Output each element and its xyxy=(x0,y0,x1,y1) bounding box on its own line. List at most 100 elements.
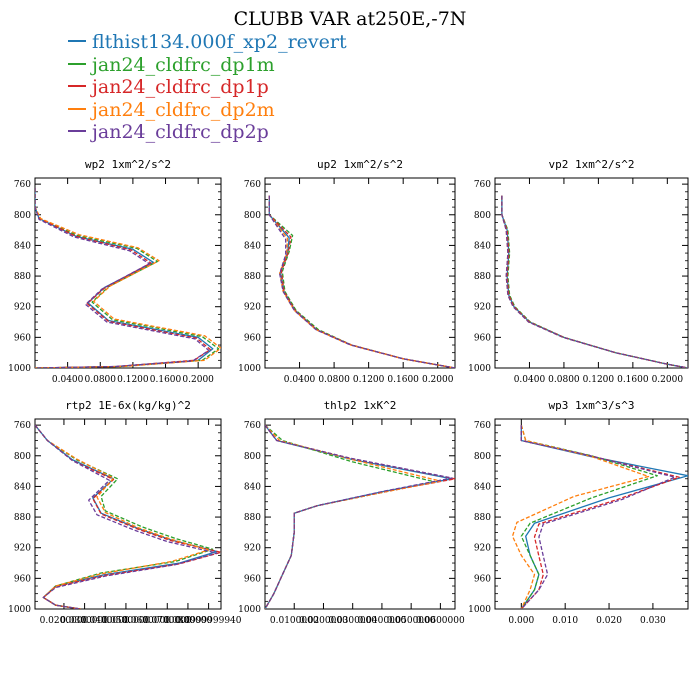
y-tick-label: 840 xyxy=(244,241,261,251)
panel-title: thlp2 1xK^2 xyxy=(324,399,397,412)
x-tick-label: 0.010 xyxy=(552,616,578,626)
x-tick-label: 0.1600 xyxy=(387,375,419,385)
x-tick-label: 0.000 xyxy=(508,616,534,626)
panel-title: wp2 1xm^2/s^2 xyxy=(85,158,171,171)
series-line-jan24_cldfrc_dp2p xyxy=(35,188,210,368)
y-tick-label: 960 xyxy=(244,574,261,584)
series-line-jan24_cldfrc_dp2p xyxy=(265,424,453,609)
y-tick-label: 960 xyxy=(474,574,491,584)
series-line-flthist134.000f_xp2_revert xyxy=(501,195,688,368)
legend-label: jan24_cldfrc_dp1m xyxy=(92,53,275,76)
y-tick-label: 840 xyxy=(14,482,31,492)
legend-entry: jan24_cldfrc_dp2m xyxy=(68,99,347,122)
x-tick-label: 0.0800000 xyxy=(164,616,213,626)
y-tick-label: 960 xyxy=(14,333,31,343)
y-tick-label: 920 xyxy=(474,544,491,554)
y-tick-label: 800 xyxy=(14,211,31,221)
y-tick-label: 840 xyxy=(244,482,261,492)
y-tick-label: 960 xyxy=(244,333,261,343)
y-tick-label: 760 xyxy=(474,421,491,431)
y-tick-label: 920 xyxy=(244,303,261,313)
y-tick-label: 960 xyxy=(474,333,491,343)
x-tick-label: 0.0100000 xyxy=(270,616,319,626)
x-tick-label: 0.0200000 xyxy=(299,616,348,626)
legend-label: flthist134.000f_xp2_revert xyxy=(92,31,347,53)
x-tick-label: 0.0400 xyxy=(514,375,546,385)
series-line-jan24_cldfrc_dp2m xyxy=(501,195,688,368)
x-tick-label: 0.0400 xyxy=(52,375,84,385)
y-tick-label: 800 xyxy=(244,211,261,221)
series-line-jan24_cldfrc_dp1p xyxy=(501,195,688,368)
y-tick-label: 800 xyxy=(244,452,261,462)
panel-2: up2 1xm^2/s^2 760 800 840 880 920 960 1000 0.040… xyxy=(238,158,456,385)
series-line-jan24_cldfrc_dp2p xyxy=(268,195,455,368)
series-group xyxy=(35,424,221,609)
plot-frame xyxy=(264,177,456,369)
legend-entry: jan24_cldfrc_dp1m xyxy=(68,54,347,77)
x-tick-label: 0.1200 xyxy=(353,375,385,385)
y-tick-label: 760 xyxy=(244,180,261,190)
series-line-jan24_cldfrc_dp1p xyxy=(268,195,455,368)
legend-label: jan24_cldfrc_dp2m xyxy=(92,98,275,121)
panel-4: rtp2 1E-6x(kg/kg)^2 760 800 840 880 920 960 100… xyxy=(8,399,242,626)
series-line-flthist134.000f_xp2_revert xyxy=(268,195,455,368)
y-tick-label: 880 xyxy=(14,513,31,523)
x-tick-label: 0.0700000 xyxy=(143,616,192,626)
y-tick-label: 880 xyxy=(474,272,491,282)
series-line-jan24_cldfrc_dp1m xyxy=(501,195,688,368)
series-line-jan24_cldfrc_dp2m xyxy=(511,424,650,609)
x-tick-label: 0.0300000 xyxy=(328,616,377,626)
y-tick-label: 880 xyxy=(14,272,31,282)
plot-frame xyxy=(264,418,456,610)
series-line-jan24_cldfrc_dp2m xyxy=(268,195,455,368)
y-tick-label: 840 xyxy=(14,241,31,251)
y-tick-label: 920 xyxy=(244,544,261,554)
legend: flthist134.000f_xp2_revert jan24_cldfrc_d… xyxy=(68,31,347,144)
series-line-jan24_cldfrc_dp2m xyxy=(35,424,210,609)
plot-frame xyxy=(34,418,222,610)
x-tick-label: 0.0300000 xyxy=(60,616,109,626)
series-group xyxy=(35,188,221,368)
legend-line-swatch xyxy=(68,62,86,65)
series-line-jan24_cldfrc_dp2m xyxy=(265,424,442,609)
series-group xyxy=(265,424,455,609)
x-tick-label: 0.0999999940 xyxy=(176,616,242,626)
panel-3: vp2 1xm^2/s^2 760 800 840 880 920 960 1000 0.040… xyxy=(468,158,689,385)
legend-line-swatch xyxy=(68,85,86,87)
y-tick-label: 920 xyxy=(14,303,31,313)
x-tick-label: 0.0800 xyxy=(548,375,580,385)
panel-6: wp3 1xm^3/s^3 760 800 840 880 920 960 1000 0.000… xyxy=(468,399,689,626)
series-line-jan24_cldfrc_dp2p xyxy=(35,424,218,609)
panel-title: wp3 1xm^3/s^3 xyxy=(548,399,634,412)
series-group xyxy=(268,195,455,368)
legend-entry: flthist134.000f_xp2_revert xyxy=(68,31,347,54)
x-tick-label: 0.0400 xyxy=(284,375,316,385)
legend-line-swatch xyxy=(68,107,86,110)
x-tick-label: 0.1200 xyxy=(117,375,149,385)
y-tick-label: 1000 xyxy=(238,364,261,374)
x-tick-label: 0.0600000 xyxy=(416,616,465,626)
panel-1: wp2 1xm^2/s^2 760 800 840 880 920 960 1000 0.040… xyxy=(8,158,222,385)
legend-label: jan24_cldfrc_dp1p xyxy=(92,76,269,98)
x-tick-label: 0.030 xyxy=(640,616,666,626)
plot-frame xyxy=(494,177,689,369)
y-tick-label: 800 xyxy=(474,452,491,462)
x-tick-label: 0.0400000 xyxy=(358,616,407,626)
series-line-jan24_cldfrc_dp2m xyxy=(35,188,221,368)
x-tick-label: 0.0800 xyxy=(318,375,350,385)
x-tick-label: 0.1600 xyxy=(617,375,649,385)
x-tick-label: 0.0500000 xyxy=(102,616,151,626)
y-tick-label: 840 xyxy=(474,482,491,492)
x-tick-label: 0.020 xyxy=(596,616,622,626)
x-tick-label: 0.0200000 xyxy=(40,616,89,626)
y-tick-label: 800 xyxy=(14,452,31,462)
x-tick-label: 0.0500000 xyxy=(387,616,436,626)
y-tick-label: 760 xyxy=(474,180,491,190)
y-tick-label: 960 xyxy=(14,574,31,584)
y-tick-label: 920 xyxy=(14,544,31,554)
series-line-jan24_cldfrc_dp1m xyxy=(268,195,455,368)
y-tick-label: 880 xyxy=(244,272,261,282)
y-tick-label: 800 xyxy=(474,211,491,221)
y-tick-label: 1000 xyxy=(8,364,31,374)
